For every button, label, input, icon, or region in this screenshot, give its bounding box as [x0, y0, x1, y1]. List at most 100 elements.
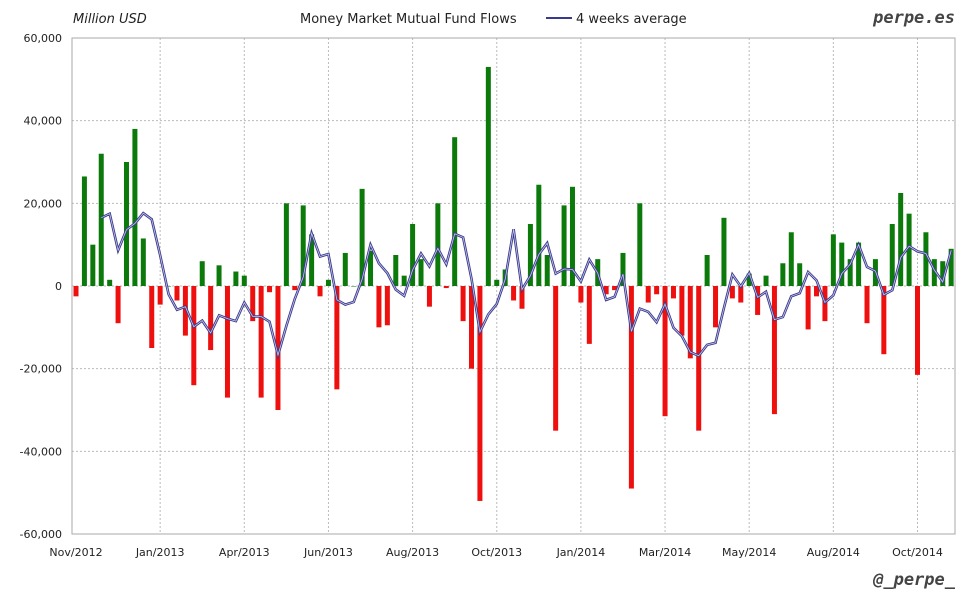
bar [637, 203, 643, 286]
bar [940, 261, 946, 286]
bar [561, 205, 567, 286]
bar [275, 286, 281, 410]
bar [915, 286, 920, 375]
bar [553, 286, 559, 431]
bar [889, 224, 895, 286]
x-tick-label: Jun/2013 [303, 546, 353, 559]
bar [906, 213, 912, 286]
x-tick-label: Apr/2013 [219, 546, 270, 559]
chart-title: Money Market Mutual Fund Flows [300, 12, 517, 27]
bar [788, 232, 794, 286]
bar [368, 250, 374, 286]
bar [856, 242, 862, 286]
bar [721, 217, 727, 286]
bar [241, 275, 247, 286]
bar [81, 176, 87, 286]
bar [267, 286, 273, 293]
bar [250, 286, 256, 322]
bar [578, 286, 584, 303]
bar [140, 238, 146, 286]
bar [334, 286, 340, 390]
bar [569, 186, 575, 286]
x-tick-label: Aug/2014 [807, 546, 860, 559]
bar [771, 286, 777, 415]
bar [393, 255, 399, 286]
watermark-top: perpe.es [872, 8, 955, 28]
bar [132, 128, 138, 286]
bar [469, 286, 475, 369]
bar [283, 203, 289, 286]
x-tick-label: Nov/2012 [49, 546, 102, 559]
bar [443, 286, 449, 289]
bar [384, 286, 390, 326]
bar [115, 286, 121, 324]
bar [780, 263, 786, 286]
x-tick-label: Oct/2013 [471, 546, 522, 559]
bar [763, 275, 769, 286]
x-tick-label: May/2014 [722, 546, 776, 559]
bar [923, 232, 929, 286]
bar [73, 286, 79, 297]
bar [830, 234, 836, 286]
bar [527, 224, 533, 286]
bar [511, 286, 517, 301]
bar [325, 279, 331, 286]
bar [628, 286, 634, 489]
bar [687, 286, 693, 359]
bar [401, 275, 407, 286]
bar [645, 286, 651, 303]
bar [864, 286, 870, 324]
bar [696, 286, 702, 431]
bar [376, 286, 382, 328]
watermark-bottom: @_perpe_ [872, 570, 956, 590]
x-tick-label: Mar/2014 [639, 546, 691, 559]
bar [805, 286, 811, 330]
bar [410, 224, 416, 286]
bar [292, 286, 298, 291]
bar [847, 259, 853, 286]
bar [351, 286, 357, 287]
bar [654, 286, 660, 295]
bar [309, 234, 315, 286]
bar [620, 252, 626, 286]
y-axis-unit-label: Million USD [73, 12, 147, 27]
y-tick-label: 0 [55, 280, 62, 293]
x-tick-label: Aug/2013 [386, 546, 439, 559]
bar [426, 286, 432, 307]
bar [713, 286, 719, 328]
bar [216, 265, 222, 286]
bar [839, 242, 845, 286]
bar [477, 286, 483, 501]
bar [90, 244, 96, 286]
y-tick-label: 60,000 [24, 32, 63, 45]
bar [519, 286, 525, 309]
bar [199, 261, 205, 286]
bar [679, 286, 685, 336]
bar [224, 286, 230, 398]
x-tick-label: Jan/2013 [135, 546, 185, 559]
bar [586, 286, 592, 344]
bar [123, 162, 129, 286]
bar [460, 286, 466, 322]
bar [494, 279, 500, 286]
bar [359, 188, 365, 286]
plot-frame [71, 37, 956, 535]
bar [670, 286, 676, 299]
bar [452, 137, 458, 286]
legend-label: 4 weeks average [576, 12, 687, 27]
bar [233, 271, 239, 286]
bar [898, 193, 904, 286]
y-tick-label: -40,000 [20, 445, 62, 458]
bar [107, 279, 113, 286]
bar [755, 286, 761, 315]
y-tick-label: 40,000 [24, 115, 63, 128]
bar [258, 286, 264, 398]
bar [191, 286, 197, 386]
average-line-highlight [101, 212, 952, 357]
bar [729, 286, 735, 299]
bar [536, 184, 542, 286]
bar [300, 205, 306, 286]
bars [73, 66, 954, 501]
bar [603, 286, 609, 295]
